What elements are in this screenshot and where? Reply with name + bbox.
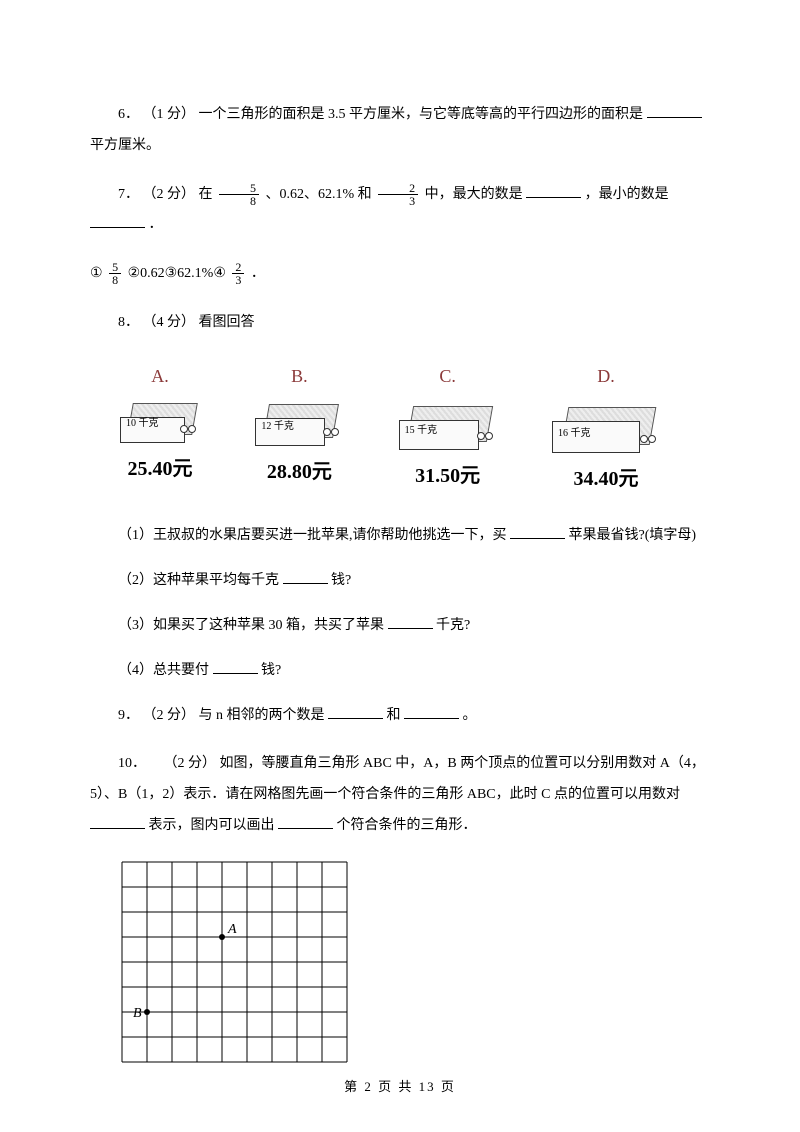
box-icon: 12 千克 — [255, 398, 343, 446]
q8-s3a: （3）如果买了这种苹果 30 箱，共买了苹果 — [118, 618, 384, 633]
fraction-2-3: 23 — [378, 182, 418, 207]
q8-s2b: 钱? — [331, 573, 351, 588]
box-price: 34.40元 — [552, 457, 660, 501]
q8-blank3[interactable] — [388, 615, 433, 629]
q10-num: 10． — [118, 756, 146, 771]
footer-cur: 2 — [364, 1079, 373, 1094]
question-6: 6． （1 分） 一个三角形的面积是 3.5 平方厘米，与它等底等高的平行四边形… — [90, 100, 710, 162]
question-8: 8． （4 分） 看图回答 — [90, 308, 710, 339]
box-icon: 16 千克 — [552, 398, 660, 453]
box-weight: 15 千克 — [405, 420, 438, 442]
q7-t1: 在 — [199, 187, 217, 202]
q8-s4b: 钱? — [261, 663, 281, 678]
q9-points: （2 分） — [143, 708, 196, 723]
q7-t4: ，最小的数是 — [585, 187, 669, 202]
box-label: B. — [255, 357, 343, 397]
box-icon: 15 千克 — [399, 398, 497, 450]
apple-box: A. 10 千克 25.40元 — [120, 357, 200, 502]
grid-svg: AB — [120, 860, 365, 1064]
q6-t2: 平方厘米。 — [90, 138, 160, 153]
q6-blank[interactable] — [647, 104, 702, 118]
apple-box: B. 12 千克 28.80元 — [255, 357, 343, 502]
footer-total: 13 — [419, 1079, 436, 1094]
q8-num: 8． — [118, 315, 139, 330]
q9-t1: 与 n 相邻的两个数是 — [199, 708, 325, 723]
q8-s3b: 千克? — [436, 618, 470, 633]
q6-t1: 一个三角形的面积是 3.5 平方厘米，与它等底等高的平行四边形的面积是 — [199, 107, 644, 122]
q7-blank1[interactable] — [526, 184, 581, 198]
page-footer: 第 2 页 共 13 页 — [0, 1073, 800, 1102]
q6-num: 6． — [118, 107, 139, 122]
question-10: 10． （2 分） 如图，等腰直角三角形 ABC 中，A，B 两个顶点的位置可以… — [90, 749, 710, 841]
question-9: 9． （2 分） 与 n 相邻的两个数是 和 。 — [90, 701, 710, 732]
apple-icon — [640, 430, 656, 452]
footer-t3: 页 — [441, 1079, 456, 1094]
q8-title: 看图回答 — [199, 315, 255, 330]
q10-t3: 个符合条件的三角形． — [337, 818, 477, 833]
box-weight: 12 千克 — [261, 416, 294, 438]
q9-t3: 。 — [463, 708, 477, 723]
question-7: 7． （2 分） 在 58 、0.62、62.1% 和 23 中，最大的数是 ，… — [90, 180, 710, 242]
footer-t2: 页 共 — [378, 1079, 419, 1094]
q9-num: 9． — [118, 708, 139, 723]
box-icon: 10 千克 — [120, 398, 200, 443]
q10-t2: 表示，图内可以画出 — [149, 818, 275, 833]
q7-points: （2 分） — [143, 187, 196, 202]
box-price: 28.80元 — [255, 450, 343, 494]
apple-box: D. 16 千克 34.40元 — [552, 357, 660, 502]
q8-sub3: （3）如果买了这种苹果 30 箱，共买了苹果 千克? — [90, 611, 710, 642]
box-price: 25.40元 — [120, 447, 200, 491]
fraction-5-8-opt: 58 — [109, 261, 121, 286]
box-label: A. — [120, 357, 200, 397]
q8-s1a: （1）王叔叔的水果店要买进一批苹果,请你帮助他挑选一下，买 — [118, 528, 507, 543]
box-label: C. — [399, 357, 497, 397]
box-price: 31.50元 — [399, 454, 497, 498]
q6-points: （1 分） — [143, 107, 196, 122]
svg-text:A: A — [227, 922, 237, 937]
q8-sub2: （2）这种苹果平均每千克 钱? — [90, 566, 710, 597]
fraction-2-3-opt: 23 — [232, 261, 244, 286]
q10-points: （2 分） — [164, 756, 217, 771]
footer-t1: 第 — [344, 1079, 364, 1094]
q7-t3: 中，最大的数是 — [425, 187, 523, 202]
q7-optmid: ②0.62③62.1%④ — [128, 266, 230, 281]
q9-blank1[interactable] — [328, 705, 383, 719]
q8-s2a: （2）这种苹果平均每千克 — [118, 573, 279, 588]
q8-blank1[interactable] — [510, 525, 565, 539]
apple-icon — [180, 420, 196, 442]
svg-text:B: B — [133, 1006, 142, 1021]
apple-icon — [323, 423, 339, 445]
q9-t2: 和 — [387, 708, 401, 723]
box-weight: 10 千克 — [126, 413, 159, 435]
q8-blank4[interactable] — [213, 660, 258, 674]
q7-t2: 、0.62、62.1% 和 — [266, 187, 376, 202]
apple-box: C. 15 千克 31.50元 — [399, 357, 497, 502]
q8-sub1: （1）王叔叔的水果店要买进一批苹果,请你帮助他挑选一下，买 苹果最省钱?(填字母… — [90, 521, 710, 552]
apple-boxes: A. 10 千克 25.40元 B. 12 千克 28.80元 C. 15 千克… — [120, 357, 660, 502]
q10-blank2[interactable] — [278, 815, 333, 829]
q10-blank1[interactable] — [90, 815, 145, 829]
q8-s1b: 苹果最省钱?(填字母) — [569, 528, 697, 543]
q7-t5: ． — [149, 217, 163, 232]
q7-optend: ． — [251, 266, 265, 281]
q9-blank2[interactable] — [404, 705, 459, 719]
q7-num: 7． — [118, 187, 139, 202]
fraction-5-8: 58 — [219, 182, 259, 207]
grid-figure: AB — [120, 860, 710, 1064]
q7-opt1: ① — [90, 266, 106, 281]
q8-s4a: （4）总共要付 — [118, 663, 209, 678]
box-weight: 16 千克 — [558, 423, 591, 445]
q8-points: （4 分） — [143, 315, 196, 330]
q7-blank2[interactable] — [90, 214, 145, 228]
apple-icon — [477, 427, 493, 449]
q8-blank2[interactable] — [283, 570, 328, 584]
question-7-options: ① 58 ②0.62③62.1%④ 23 ． — [90, 259, 710, 290]
box-label: D. — [552, 357, 660, 397]
q8-sub4: （4）总共要付 钱? — [90, 656, 710, 687]
